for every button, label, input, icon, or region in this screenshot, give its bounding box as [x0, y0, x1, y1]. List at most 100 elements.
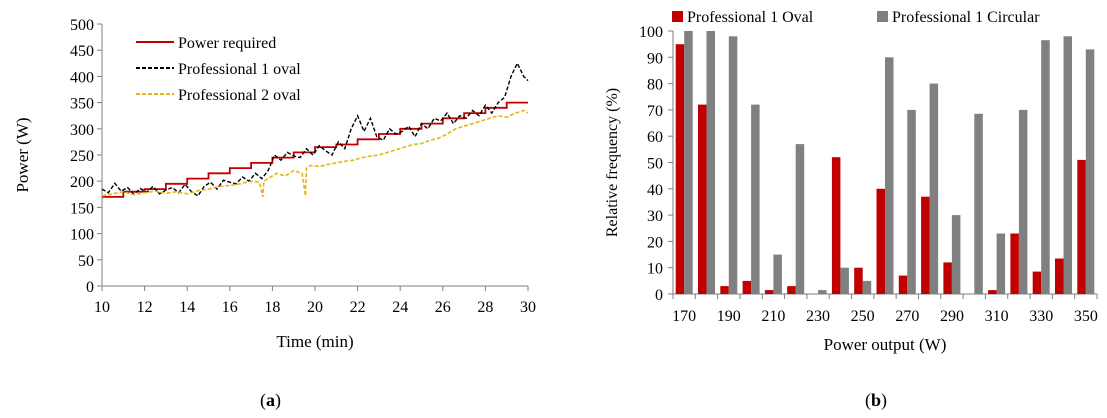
y-tick-label: 50	[78, 253, 94, 270]
bar-oval-260	[876, 188, 885, 294]
bar-circular-310	[996, 233, 1006, 294]
x-tick-label: 310	[985, 308, 1009, 325]
y-tick-label: 200	[70, 174, 94, 191]
bar-oval-290	[943, 262, 952, 294]
x-tick-label: 210	[761, 308, 785, 325]
bar-oval-240	[831, 157, 841, 294]
x-tick-label: 250	[851, 308, 875, 325]
bar-oval-280	[921, 196, 930, 294]
y-tick-label: 300	[70, 122, 94, 139]
bar-circular-230	[818, 290, 827, 294]
y-tick-label: 80	[647, 77, 663, 94]
x-tick-label: 270	[895, 308, 919, 325]
legend-swatch-circular	[877, 11, 888, 22]
bar-circular-270	[907, 109, 916, 295]
y-tick-label: 90	[647, 50, 663, 67]
x-tick-label: 230	[806, 308, 830, 325]
x-tick-label: 170	[672, 308, 696, 325]
caption-b-open: (	[865, 390, 871, 410]
caption-a: (a)	[260, 390, 281, 411]
caption-b-close: )	[881, 390, 888, 410]
y-tick-label: 10	[647, 261, 663, 278]
bar-circular-280	[929, 83, 939, 294]
y-tick-label: 100	[639, 24, 663, 41]
caption-b: (b)	[865, 390, 887, 411]
x-axis-title: Time (min)	[276, 332, 353, 351]
x-tick-label: 190	[717, 308, 741, 325]
y-tick-label: 20	[647, 234, 663, 251]
bar-circular-220	[795, 144, 805, 294]
legend-label-circular: Professional 1 Circular	[892, 9, 1040, 26]
bar-circular-200	[751, 104, 760, 294]
bar-oval-170	[675, 44, 685, 295]
legend-label-professional-1-oval: Professional 1 oval	[178, 61, 301, 78]
bar-circular-190	[728, 36, 738, 295]
bar-oval-190	[720, 286, 729, 294]
x-axis-title: Power output (W)	[824, 335, 947, 354]
x-tick-label: 14	[179, 299, 195, 316]
bar-oval-250	[854, 267, 863, 294]
y-tick-label: 70	[647, 103, 663, 120]
y-tick-label: 0	[86, 279, 94, 296]
y-tick-label: 0	[655, 287, 663, 304]
y-tick-label: 60	[647, 129, 663, 146]
bar-oval-270	[898, 275, 908, 294]
y-tick-label: 450	[70, 43, 94, 60]
bar-oval-310	[988, 290, 997, 294]
x-tick-label: 22	[350, 299, 366, 316]
y-tick-label: 100	[70, 227, 94, 244]
x-tick-label: 12	[137, 299, 153, 316]
legend-label-oval: Professional 1 Oval	[687, 9, 814, 26]
y-tick-label: 50	[647, 156, 663, 173]
legend-label-power-required: Power required	[178, 35, 276, 52]
y-axis-title: Power (W)	[13, 117, 32, 192]
bar-oval-320	[1010, 233, 1019, 294]
series-line-professional-1-oval	[101, 61, 529, 197]
chart-a: 0 50 100 150 200 250 300 350 400 450 500 10 12 14 16 18…	[13, 17, 536, 351]
x-tick-label: 290	[940, 308, 964, 325]
bar-circular-320	[1018, 109, 1028, 295]
caption-b-letter: b	[871, 390, 882, 410]
bar-oval-340	[1055, 258, 1064, 294]
y-tick-label: 250	[70, 148, 94, 165]
bar-circular-240	[840, 267, 849, 294]
x-tick-label: 30	[520, 299, 536, 316]
y-tick-label: 350	[70, 96, 94, 113]
x-tick-label: 28	[477, 299, 493, 316]
y-tick-label: 40	[647, 182, 663, 199]
y-tick-label: 150	[70, 200, 94, 217]
bar-circular-180	[706, 31, 715, 294]
bar-circular-330	[1041, 40, 1050, 295]
x-tick-label: 16	[222, 299, 238, 316]
x-tick-label: 20	[307, 299, 323, 316]
x-tick-label: 10	[94, 299, 110, 316]
bar-circular-290	[951, 215, 961, 294]
chart-b: 0 10 20 30 40 50 60 70 80 90 100 170 190 210 230 250 270…	[604, 9, 1098, 354]
x-tick-label: 18	[264, 299, 280, 316]
bar-oval-330	[1032, 271, 1042, 294]
panel-a: 0 50 100 150 200 250 300 350 400 450 500 10 12 14 16 18…	[0, 0, 545, 418]
y-tick-label: 400	[70, 69, 94, 86]
bar-oval-200	[742, 280, 752, 294]
caption-a-letter: a	[266, 390, 275, 410]
bar-circular-340	[1063, 36, 1072, 295]
bar-circular-350	[1085, 49, 1095, 295]
y-tick-label: 30	[647, 208, 663, 225]
bar-oval-180	[698, 104, 707, 294]
bar-oval-350	[1077, 159, 1086, 294]
y-axis-title: Relative frequency (%)	[604, 88, 621, 237]
bar-circular-250	[862, 280, 872, 294]
bar-oval-220	[787, 286, 796, 294]
caption-a-open: (	[260, 390, 266, 410]
series-line-professional-2-oval	[101, 109, 529, 198]
bar-circular-260	[885, 57, 894, 294]
bar-oval-210	[764, 290, 774, 294]
bar-circular-170	[684, 31, 693, 294]
x-tick-label: 350	[1074, 308, 1098, 325]
bar-circular-210	[773, 254, 782, 294]
y-tick-label: 500	[70, 17, 94, 34]
series-line-power-required	[102, 101, 528, 198]
legend-label-professional-2-oval: Professional 2 oval	[178, 87, 301, 104]
x-tick-label: 26	[435, 299, 451, 316]
legend-swatch-oval	[672, 11, 683, 22]
